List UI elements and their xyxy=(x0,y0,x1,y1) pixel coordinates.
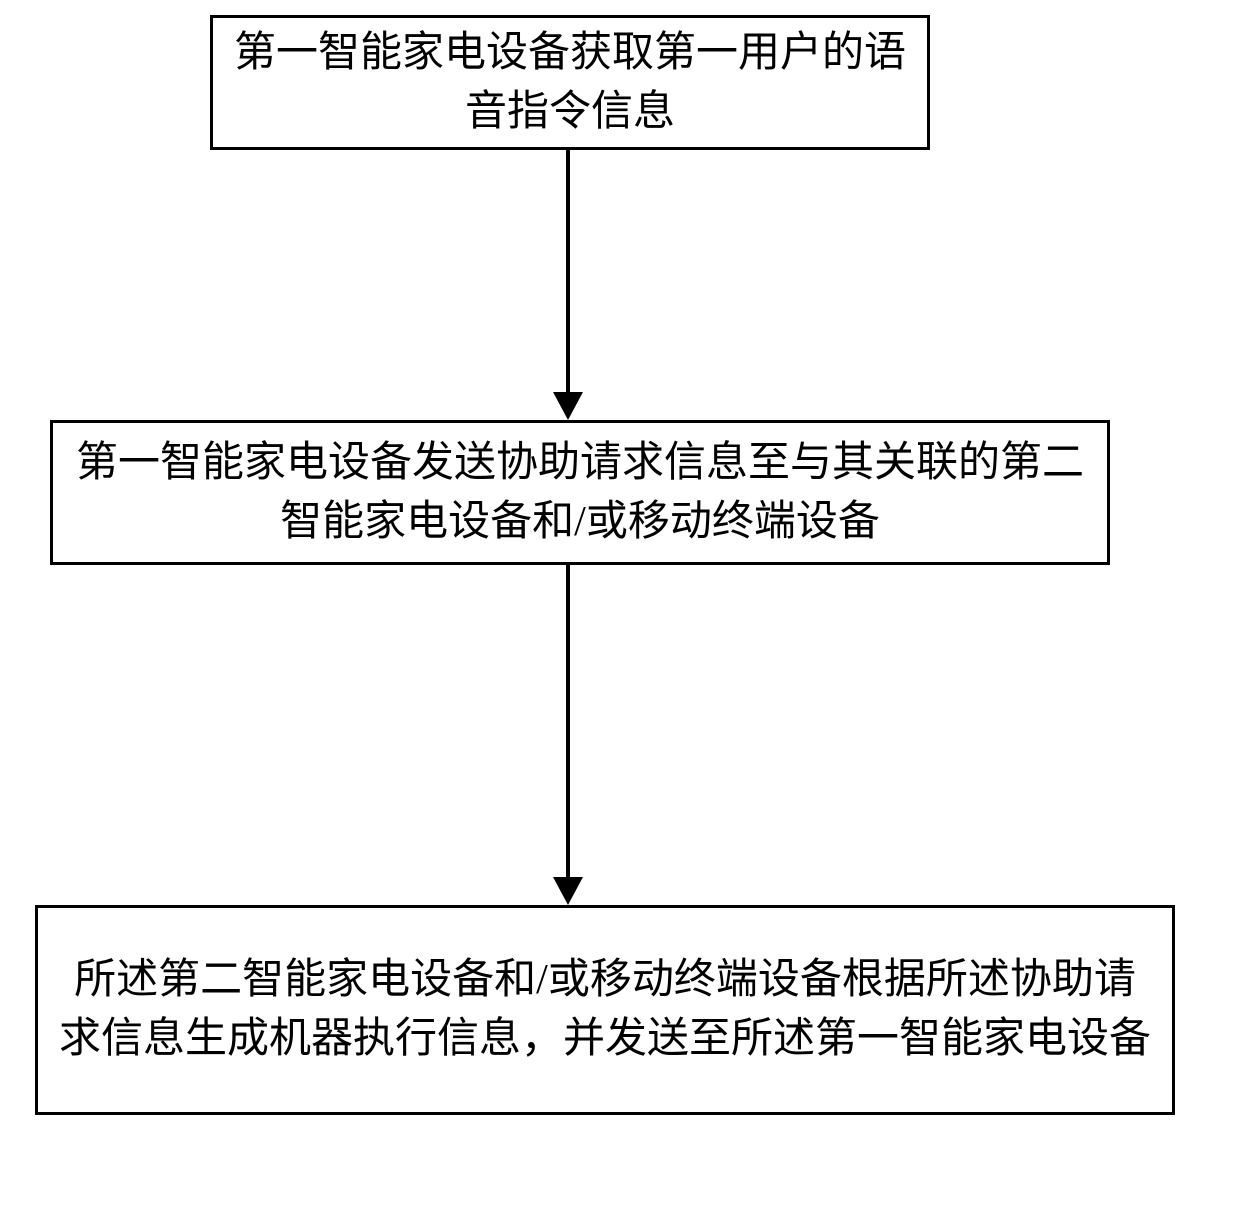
arrow-1-line xyxy=(566,150,570,392)
flowchart-node-1: 第一智能家电设备获取第一用户的语音指令信息 xyxy=(210,15,930,150)
flowchart-container: 第一智能家电设备获取第一用户的语音指令信息 第一智能家电设备发送协助请求信息至与… xyxy=(0,0,1240,1218)
node-3-text: 所述第二智能家电设备和/或移动终端设备根据所述协助请求信息生成机器执行信息，并发… xyxy=(58,951,1152,1069)
node-1-text: 第一智能家电设备获取第一用户的语音指令信息 xyxy=(233,24,907,142)
arrow-2-head xyxy=(553,877,583,905)
flowchart-node-2: 第一智能家电设备发送协助请求信息至与其关联的第二智能家电设备和/或移动终端设备 xyxy=(50,420,1110,565)
flowchart-node-3: 所述第二智能家电设备和/或移动终端设备根据所述协助请求信息生成机器执行信息，并发… xyxy=(35,905,1175,1115)
arrow-1-head xyxy=(553,392,583,420)
arrow-2-line xyxy=(566,565,570,877)
node-2-text: 第一智能家电设备发送协助请求信息至与其关联的第二智能家电设备和/或移动终端设备 xyxy=(73,434,1087,552)
